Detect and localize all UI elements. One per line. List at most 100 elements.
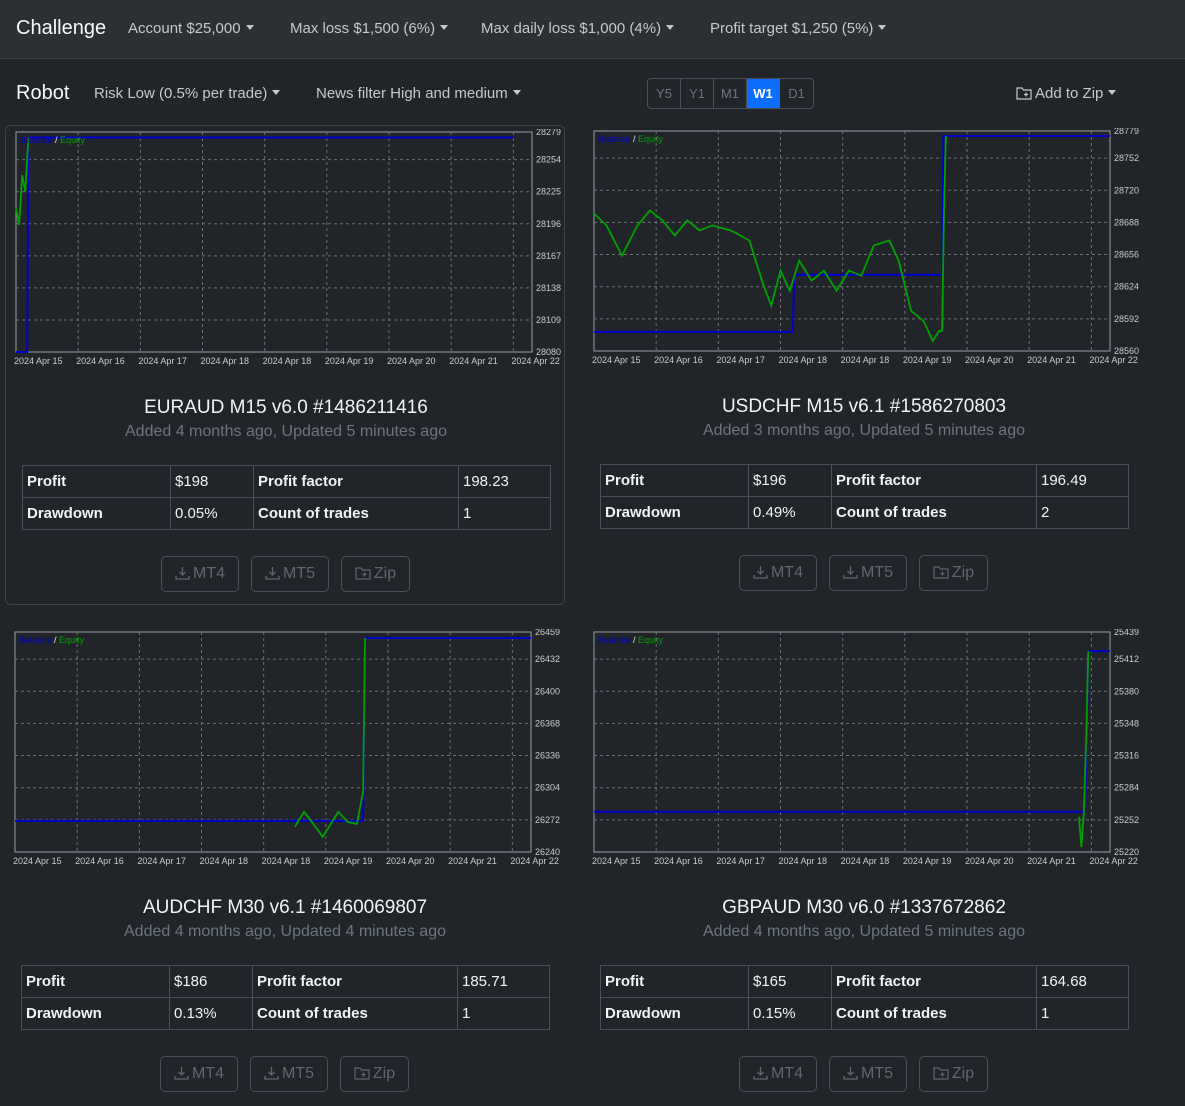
- x-tick-label: 2024 Apr 17: [137, 856, 186, 866]
- download-icon: [753, 566, 768, 579]
- folder-plus-icon: [354, 1067, 370, 1080]
- account-dropdown-label: Account $25,000: [128, 20, 241, 37]
- equity-line: [1078, 651, 1090, 848]
- news-filter-dropdown-label: News filter High and medium: [316, 85, 508, 102]
- profit-factor-label: Profit factor: [831, 965, 1037, 998]
- risk-dropdown[interactable]: Risk Low (0.5% per trade): [94, 85, 281, 102]
- table-row: Profit $198 Profit factor 198.23: [22, 465, 551, 498]
- add-zip-button[interactable]: Zip: [341, 556, 410, 592]
- add-to-zip-dropdown[interactable]: Add to Zip: [1016, 85, 1117, 102]
- caret-down-icon: [440, 25, 449, 30]
- x-tick-label: 2024 Apr 22: [510, 856, 559, 866]
- x-tick-label: 2024 Apr 20: [965, 856, 1014, 866]
- robot-updated-info: Added 4 months ago, Updated 4 minutes ag…: [124, 923, 446, 940]
- download-mt5-button[interactable]: MT5: [251, 556, 329, 592]
- robot-card: 28279 28254 28225 28196 28167 28138 28109 28080…: [5, 125, 565, 605]
- download-icon: [175, 567, 190, 580]
- download-mt4-button[interactable]: MT4: [739, 555, 817, 591]
- chart-legend: Balance / Equity: [598, 134, 664, 144]
- profit-factor-value: 196.49: [1036, 464, 1129, 497]
- caret-down-icon: [666, 25, 675, 30]
- add-to-zip-label: Add to Zip: [1035, 85, 1104, 102]
- x-tick-label: 2024 Apr 16: [654, 355, 703, 365]
- y-tick-label: 25348: [1114, 718, 1139, 728]
- news-filter-dropdown[interactable]: News filter High and medium: [316, 85, 521, 102]
- robot-card: 25439 25412 25380 25348 25316 25284 25252 25220…: [584, 626, 1144, 1106]
- count-of-trades-value: 2: [1036, 496, 1129, 529]
- equity-line: [15, 137, 30, 226]
- download-icon: [843, 1067, 858, 1080]
- y-tick-label: 26400: [535, 686, 560, 696]
- equity-chart: 28279 28254 28225 28196 28167 28138 28109 28080…: [11, 129, 571, 374]
- count-of-trades-label: Count of trades: [831, 496, 1037, 529]
- folder-plus-icon: [933, 1067, 949, 1080]
- account-dropdown[interactable]: Account $25,000: [128, 20, 254, 37]
- robot-card: 28779 28752 28720 28688 28656 28624 28592 28560…: [584, 125, 1144, 605]
- profit-value: $198: [170, 465, 254, 498]
- x-tick-label: 2024 Apr 15: [14, 356, 63, 366]
- table-row: Drawdown 0.49% Count of trades 2: [600, 496, 1129, 529]
- download-mt4-button[interactable]: MT4: [161, 556, 239, 592]
- equity-chart-svg: 28779 28752 28720 28688 28656 28624 28592 28560…: [592, 128, 1139, 365]
- timeframe-y5-button[interactable]: Y5: [648, 79, 681, 108]
- timeframe-w1-button[interactable]: W1: [747, 79, 780, 108]
- y-tick-label: 28138: [536, 283, 561, 293]
- y-tick-label: 25316: [1114, 751, 1139, 761]
- profit-value: $186: [169, 965, 253, 998]
- count-of-trades-label: Count of trades: [253, 497, 459, 530]
- timeframe-m1-button[interactable]: M1: [714, 79, 747, 108]
- robot-title[interactable]: USDCHF M15 v6.1 #1586270803: [721, 396, 1007, 417]
- robot-title[interactable]: AUDCHF M30 v6.1 #1460069807: [142, 897, 428, 918]
- x-tick-label: 2024 Apr 18: [779, 355, 828, 365]
- navbar-brand[interactable]: Challenge: [16, 17, 107, 39]
- max-daily-loss-dropdown[interactable]: Max daily loss $1,000 (4%): [481, 20, 675, 37]
- add-zip-button[interactable]: Zip: [919, 1056, 988, 1092]
- robot-title[interactable]: EURAUD M15 v6.0 #1486211416: [144, 397, 428, 418]
- legend-balance: Balance: [598, 134, 633, 144]
- download-mt5-button[interactable]: MT5: [829, 1056, 907, 1092]
- download-icon: [265, 567, 280, 580]
- x-tick-label: 2024 Apr 19: [903, 355, 952, 365]
- profit-target-dropdown[interactable]: Profit target $1,250 (5%): [710, 20, 887, 37]
- x-tick-label: 2024 Apr 18: [262, 856, 311, 866]
- download-mt4-button[interactable]: MT4: [160, 1056, 238, 1092]
- x-tick-label: 2024 Apr 16: [75, 856, 124, 866]
- timeframe-d1-button[interactable]: D1: [788, 86, 805, 101]
- add-zip-button[interactable]: Zip: [919, 555, 988, 591]
- zip-button-label: Zip: [951, 564, 975, 581]
- y-tick-label: 28592: [1114, 314, 1139, 324]
- download-mt5-button[interactable]: MT5: [250, 1056, 328, 1092]
- profit-value: $165: [748, 965, 832, 998]
- x-tick-label: 2024 Apr 16: [654, 856, 703, 866]
- robot-updated-info: Added 4 months ago, Updated 5 minutes ag…: [125, 423, 447, 440]
- download-mt4-button[interactable]: MT4: [739, 1056, 817, 1092]
- robot-title[interactable]: GBPAUD M30 v6.0 #1337672862: [722, 897, 1006, 918]
- add-zip-button[interactable]: Zip: [340, 1056, 409, 1092]
- profit-label: Profit: [600, 464, 749, 497]
- y-tick-label: 28688: [1114, 217, 1139, 227]
- max-loss-dropdown[interactable]: Max loss $1,500 (6%): [290, 20, 449, 37]
- risk-dropdown-label: Risk Low (0.5% per trade): [94, 85, 268, 102]
- x-tick-label: 2024 Apr 15: [592, 355, 641, 365]
- robot-updated-info: Added 4 months ago, Updated 5 minutes ag…: [703, 923, 1025, 940]
- download-icon: [264, 1067, 279, 1080]
- x-tick-label: 2024 Apr 17: [716, 856, 765, 866]
- y-tick-label: 26336: [535, 751, 560, 761]
- equity-chart-svg: 26459 26432 26400 26368 26336 26304 26272 26240…: [13, 629, 560, 866]
- y-tick-label: 25252: [1114, 815, 1139, 825]
- x-tick-label: 2024 Apr 18: [200, 856, 249, 866]
- legend-equity: Equity: [60, 135, 86, 145]
- download-mt5-button[interactable]: MT5: [829, 555, 907, 591]
- profit-value: $196: [748, 464, 832, 497]
- equity-chart: 25439 25412 25380 25348 25316 25284 25252 25220…: [589, 629, 1149, 874]
- mt4-button-label: MT4: [193, 565, 225, 582]
- drawdown-label: Drawdown: [21, 997, 170, 1030]
- equity-chart: 28779 28752 28720 28688 28656 28624 28592 28560…: [589, 128, 1149, 373]
- zip-button-label: Zip: [372, 1065, 396, 1082]
- caret-down-icon: [878, 25, 887, 30]
- max-loss-dropdown-label: Max loss $1,500 (6%): [290, 20, 436, 37]
- chart-legend: Balance / Equity: [598, 635, 664, 645]
- y-tick-label: 26368: [535, 718, 560, 728]
- mt4-button-label: MT4: [192, 1065, 224, 1082]
- timeframe-y1-button[interactable]: Y1: [681, 79, 714, 108]
